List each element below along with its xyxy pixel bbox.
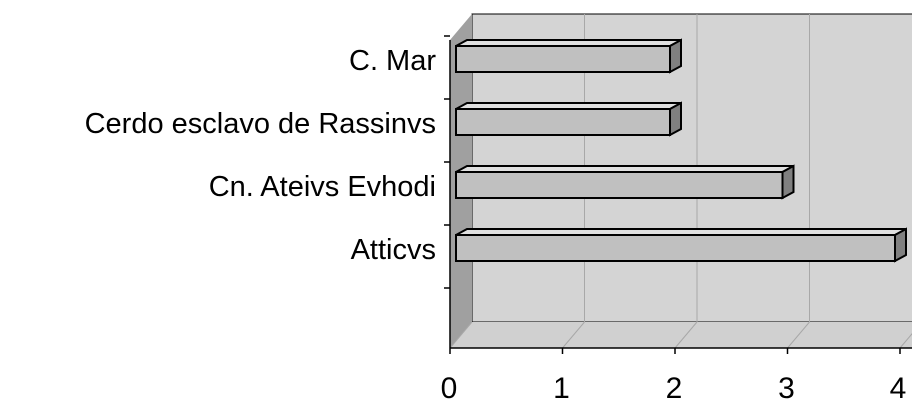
category-label: C. Mar [349,45,436,77]
bar-front-face [455,45,671,73]
category-labels: C. Mar Cerdo esclavo de Rassinvs Cn. Ate… [85,45,437,266]
bar-front-face [455,171,784,199]
axes [444,35,912,354]
bar [455,38,682,74]
x-tick-label: 3 [778,372,795,405]
bar-side-face [894,227,907,263]
bar-side-face [669,101,682,137]
floor-gridline [562,321,585,349]
x-tick-label: 2 [666,372,683,405]
category-label: Atticvs [351,234,436,266]
bar [455,164,795,200]
floor [450,322,912,348]
x-tick-label: 0 [441,372,458,405]
bar-front-face [455,108,671,136]
floor-gridline [674,321,698,349]
bar [455,227,907,263]
bars [455,38,907,263]
x-tick-label: 4 [890,372,907,405]
x-tick-label: 1 [553,372,570,405]
bar-front-face [455,234,896,262]
category-label: Cerdo esclavo de Rassinvs [85,108,436,140]
x-tick-labels: 0 1 2 3 4 [441,372,907,405]
bar-side-face [669,38,682,74]
floor-gridline [899,333,912,349]
bar-side-face [781,164,795,200]
floor-gridline [449,321,473,349]
bar [455,101,682,137]
floor-gridline [787,321,810,349]
category-label: Cn. Ateivs Evhodi [209,171,436,203]
